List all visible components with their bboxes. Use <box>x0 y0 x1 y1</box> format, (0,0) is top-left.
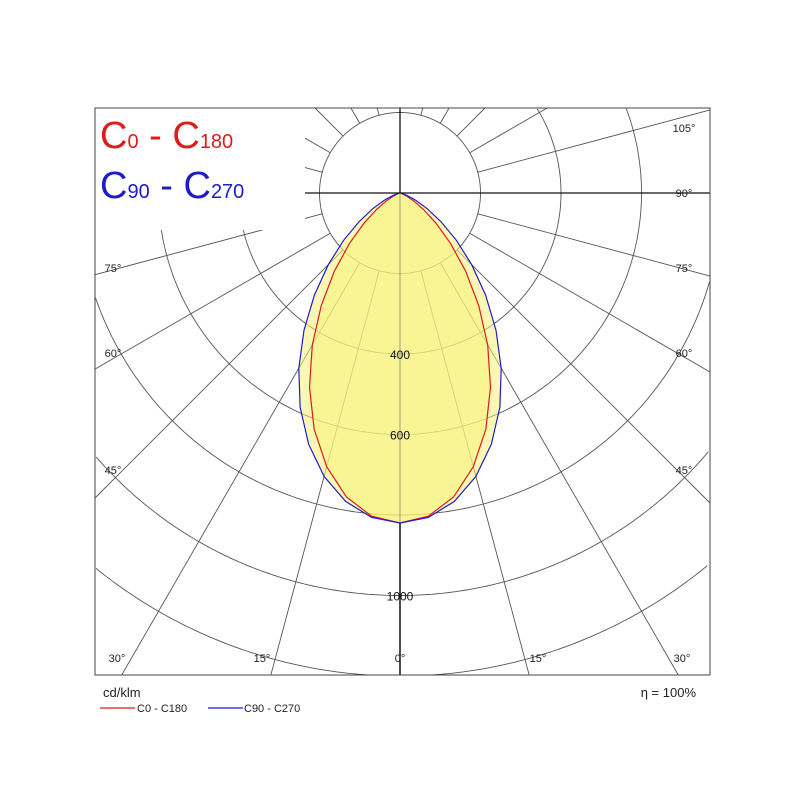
title-series-c90-c270: C90 - C270 <box>100 165 244 207</box>
grid-spoke <box>456 249 711 504</box>
grid-spoke <box>469 107 548 154</box>
angle-label-left: 75° <box>105 263 122 275</box>
angle-label-bottom: 30° <box>674 653 691 665</box>
grid-spoke <box>420 107 424 116</box>
title-series-c0-c180: C0 - C180 <box>100 115 233 157</box>
grid-spoke <box>439 107 450 124</box>
axis-labels: 400 600 1000 105° 90° 75° 75° 60° 60° 45° 45° 30° 15… <box>105 123 696 665</box>
ring-label: 400 <box>390 348 410 362</box>
grid-spoke <box>94 232 331 370</box>
legend-label-c90-c270: C90 - C270 <box>244 703 300 715</box>
grid-spoke <box>350 107 361 124</box>
angle-label-left: 45° <box>105 465 122 477</box>
grid-ring-1200 <box>95 565 708 676</box>
legend-label-c0-c180: C0 - C180 <box>137 703 187 715</box>
grid-spoke <box>456 107 486 137</box>
angle-label-right: 90° <box>676 188 693 200</box>
angle-label-bottom: 0° <box>395 653 406 665</box>
angle-label-right: 45° <box>676 465 693 477</box>
grid-ring-800 <box>95 281 710 516</box>
angle-label-bottom: 15° <box>530 653 547 665</box>
unit-label: cd/klm <box>103 685 141 700</box>
grid-spoke <box>477 213 711 277</box>
angle-label-bottom: 30° <box>109 653 126 665</box>
legend-title-background <box>95 108 305 230</box>
angle-label-right: 75° <box>676 263 693 275</box>
ring-label: 1000 <box>387 590 414 604</box>
grid-ring-1000 <box>95 451 709 596</box>
angle-label-right: 105° <box>673 123 696 135</box>
grid-spoke <box>469 232 711 373</box>
grid-spoke <box>477 109 711 173</box>
chart-frame <box>94 107 711 676</box>
efficiency-label: η = 100% <box>641 685 697 700</box>
ring-label: 600 <box>390 429 410 443</box>
grid-spoke <box>94 249 344 499</box>
angle-label-bottom: 15° <box>254 653 271 665</box>
axes <box>305 108 710 675</box>
angle-label-right: 60° <box>676 348 693 360</box>
grid-spoke <box>314 107 344 137</box>
angle-label-left: 60° <box>105 348 122 360</box>
grid-spoke <box>376 107 380 116</box>
